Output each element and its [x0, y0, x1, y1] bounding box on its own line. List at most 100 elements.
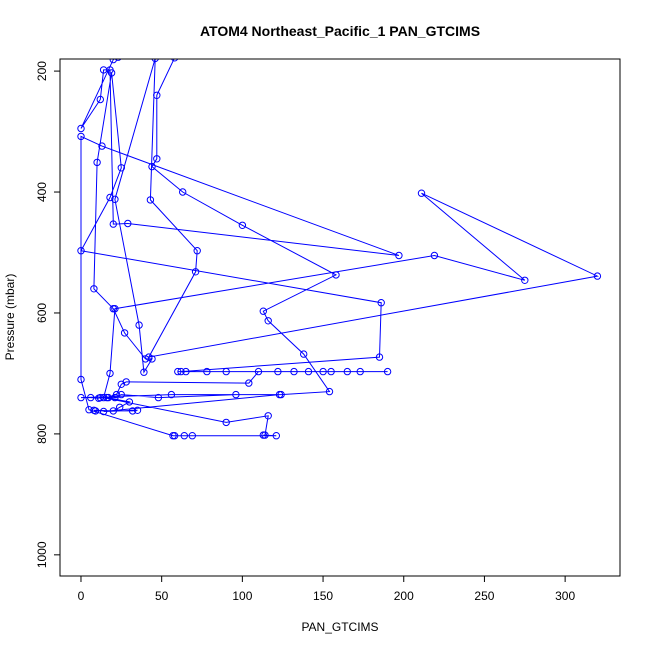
data-point: [177, 367, 185, 376]
data-point: [395, 251, 403, 260]
data-point: [135, 321, 143, 329]
data-point: [98, 142, 106, 150]
data-point: [109, 407, 118, 415]
data-point: [114, 59, 122, 61]
y-tick-label: 1000: [35, 541, 49, 568]
data-point: [191, 268, 200, 276]
x-tick-label: 300: [555, 589, 575, 603]
data-point: [85, 406, 93, 414]
data-point: [153, 155, 161, 163]
data-point: [90, 406, 98, 414]
data-point: [174, 367, 182, 376]
data-point: [180, 432, 189, 440]
data-point: [77, 124, 85, 133]
data-point: [77, 375, 85, 384]
data-point: [77, 132, 85, 141]
data-point: [259, 307, 267, 315]
data-point: [99, 393, 108, 402]
data-point: [264, 317, 272, 325]
data-point: [182, 367, 190, 376]
data-point: [90, 285, 98, 293]
data-point: [99, 66, 108, 74]
data-point: [300, 350, 308, 358]
x-tick-label: 250: [474, 589, 494, 603]
x-tick-label: 0: [78, 589, 85, 603]
data-point: [521, 276, 529, 284]
data-point: [133, 406, 142, 414]
x-tick-label: 150: [313, 589, 333, 603]
x-tick-label: 200: [394, 589, 414, 603]
data-point: [167, 390, 176, 399]
x-axis: 0 50 100 150 200 250 300: [78, 576, 575, 603]
data-point: [238, 221, 247, 230]
data-point: [112, 390, 121, 399]
data-point: [99, 407, 108, 416]
data-point: [120, 329, 129, 337]
y-axis-label: Pressure (mbar): [3, 274, 17, 361]
data-point: [169, 432, 177, 440]
data-point: [325, 387, 334, 396]
data-point: [259, 431, 267, 439]
data-point: [77, 393, 85, 402]
data-point: [106, 193, 114, 202]
data-point: [319, 367, 327, 376]
y-tick-label: 400: [35, 182, 49, 202]
series-line: [80, 59, 600, 437]
data-point: [109, 220, 118, 228]
data-point: [245, 379, 253, 387]
data-point: [77, 247, 85, 255]
x-tick-label: 100: [232, 589, 252, 603]
data-point: [106, 369, 114, 378]
x-axis-label: PAN_GTCIMS: [301, 620, 378, 634]
data-point: [290, 367, 298, 376]
data-point: [96, 95, 105, 104]
data-points: [77, 59, 602, 440]
data-point: [222, 367, 230, 376]
data-point: [151, 59, 159, 63]
data-point: [111, 195, 119, 204]
data-point: [95, 394, 103, 402]
data-point: [171, 59, 179, 62]
data-point: [117, 390, 126, 399]
data-point: [117, 164, 126, 172]
data-point: [179, 188, 187, 196]
data-point: [275, 390, 284, 399]
y-tick-label: 800: [35, 424, 49, 444]
x-tick-label: 50: [155, 589, 169, 603]
y-axis: 200 400 600 800 1000: [35, 61, 60, 568]
data-point: [254, 367, 263, 376]
data-point: [146, 196, 155, 204]
data-point: [111, 305, 119, 313]
data-point: [153, 91, 161, 100]
data-point: [327, 367, 335, 376]
data-point: [125, 398, 134, 406]
data-point: [377, 299, 385, 307]
data-point: [383, 367, 392, 376]
data-point: [148, 162, 156, 171]
data-point: [122, 378, 130, 386]
data-point: [188, 432, 197, 440]
data-point: [203, 367, 211, 376]
data-point: [154, 393, 163, 402]
data-point: [93, 158, 101, 167]
y-tick-label: 600: [35, 303, 49, 323]
data-point: [103, 393, 111, 402]
data-point: [375, 353, 384, 361]
data-point: [116, 403, 124, 411]
data-point: [332, 271, 340, 279]
y-tick-label: 200: [35, 61, 49, 81]
data-point: [430, 251, 439, 260]
data-point: [124, 219, 132, 228]
data-point: [593, 272, 602, 280]
data-point: [272, 432, 280, 440]
data-point: [356, 367, 364, 376]
data-point: [87, 393, 95, 402]
data-point: [232, 390, 240, 399]
data-point: [417, 189, 426, 197]
data-point: [274, 367, 282, 376]
data-point: [222, 418, 230, 427]
data-point: [145, 353, 153, 361]
plot-area: [77, 59, 602, 440]
chart-title: ATOM4 Northeast_Pacific_1 PAN_GTCIMS: [200, 23, 480, 39]
